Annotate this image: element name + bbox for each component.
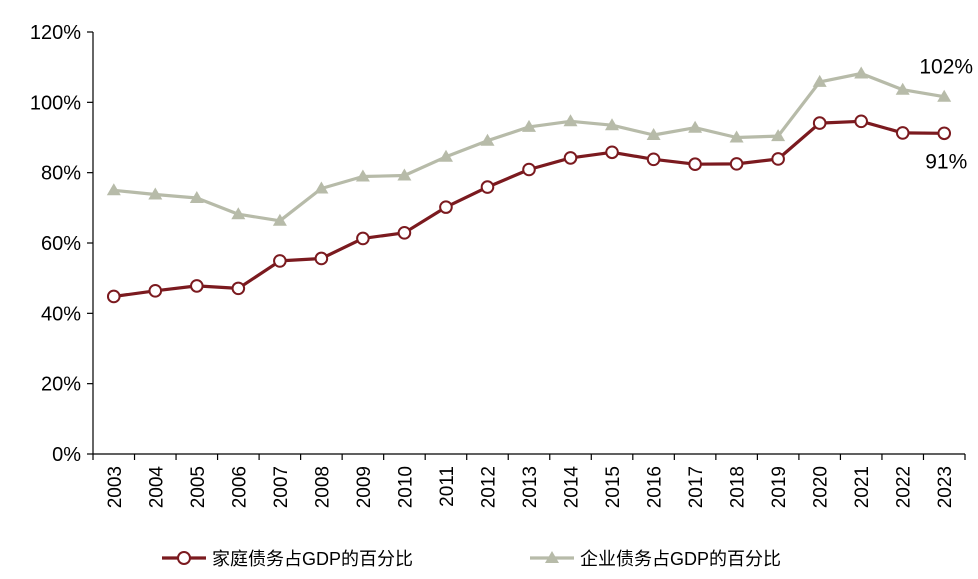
data-point [273,254,287,268]
data-point [190,279,204,293]
data-point [937,126,952,141]
data-point [563,114,578,127]
data-point [729,130,744,143]
x-tick-label: 2018 [728,466,749,508]
x-tick-label: 2010 [395,466,416,508]
data-point [688,157,702,172]
x-tick-label: 2012 [478,466,499,508]
data-label: 91% [925,150,967,173]
x-axis-ticks: 2003 2004 2005 2006 2007 2008 2009 2010 2011 2012… [92,454,966,509]
data-point [812,116,827,130]
data-point [231,281,246,296]
data-point [189,191,204,203]
data-point [272,213,287,226]
data-point [106,183,121,196]
data-point [729,157,744,171]
data-point [937,89,952,102]
data-label: 102% [919,56,973,79]
data-point [895,126,910,140]
data-point [397,168,412,181]
y-tick-label: 120% [30,22,81,44]
x-tick-label: 2014 [562,466,583,509]
x-tick-label: 2022 [894,466,915,508]
x-tick-label: 2003 [105,466,126,508]
data-point [356,231,370,246]
legend-label-household: 家庭债务占GDP的百分比 [212,549,413,569]
x-tick-label: 2009 [354,466,375,508]
data-point [812,74,827,87]
x-tick-label: 2023 [935,466,956,508]
data-point [231,207,246,220]
data-point [563,151,578,165]
data-point [605,118,619,131]
y-tick-label: 80% [41,163,81,185]
legend-item-corporate: 企业债务占GDP的百分比 [530,549,781,569]
data-point [522,162,536,177]
data-point [895,82,910,95]
data-point [771,152,785,166]
x-tick-label: 2013 [520,466,541,508]
x-tick-label: 2017 [686,466,707,508]
data-point [480,180,495,194]
data-point [314,251,329,266]
x-tick-label: 2004 [146,466,167,509]
data-point [605,145,619,160]
y-tick-label: 20% [41,374,81,396]
y-tick-label: 40% [41,303,81,325]
y-tick-label: 100% [30,92,81,114]
data-point [771,129,786,142]
legend-marker-household [177,551,191,565]
x-tick-label: 2015 [603,466,624,508]
x-tick-label: 2011 [437,466,458,507]
x-tick-label: 2020 [811,466,832,508]
y-axis-ticks: 0% 20% 40% 60% 80% 100% 120% [30,22,93,466]
data-point [314,181,329,194]
legend-item-household: 家庭债务占GDP的百分比 [162,549,413,569]
data-point [646,152,661,167]
y-tick-label: 60% [41,233,81,255]
x-tick-label: 2019 [769,466,790,508]
data-point [854,114,868,129]
x-tick-label: 2007 [271,466,292,508]
annotations: 102% 91% [919,56,973,174]
legend-label-corporate: 企业债务占GDP的百分比 [580,549,781,569]
series-corporate-debt [106,66,952,226]
legend-marker-corporate [545,551,559,563]
data-point [355,169,370,182]
x-tick-label: 2006 [229,466,250,508]
x-tick-label: 2008 [312,466,333,508]
x-tick-label: 2016 [645,466,666,508]
data-point [106,289,121,304]
data-point [688,120,703,133]
legend: 家庭债务占GDP的百分比 企业债务占GDP的百分比 [162,549,781,569]
series-line [113,71,945,223]
y-tick-label: 0% [52,444,81,466]
x-tick-label: 2021 [852,466,873,508]
series-household-debt [106,114,952,304]
axes [92,32,965,455]
data-point [439,149,453,162]
data-point [646,128,661,140]
x-tick-label: 2005 [188,466,209,508]
data-point [480,133,495,146]
data-point [439,200,453,214]
data-point [397,226,412,240]
data-point [148,187,163,200]
data-point [522,119,536,132]
data-point [148,284,163,298]
data-point [854,66,869,79]
